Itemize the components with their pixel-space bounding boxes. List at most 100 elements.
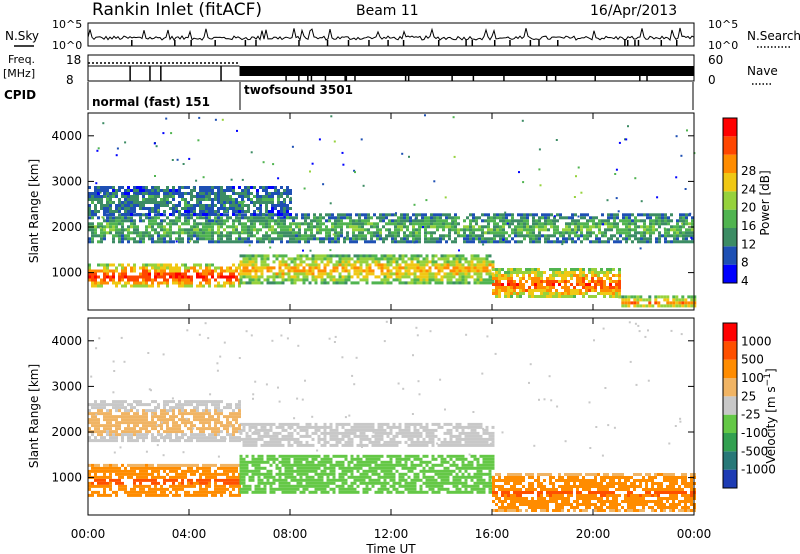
power-cell <box>91 201 94 204</box>
power-cell <box>666 298 670 302</box>
velocity-cell <box>362 487 366 491</box>
velocity-cell <box>278 466 282 470</box>
power-cell <box>472 228 475 232</box>
power-cell <box>172 189 175 192</box>
power-cell <box>523 237 526 241</box>
power-cell <box>504 286 507 289</box>
power-cell <box>452 275 456 279</box>
power-cell <box>100 195 103 198</box>
power-cell <box>332 278 336 282</box>
velocity-cell <box>389 469 393 473</box>
power-cell <box>609 295 612 298</box>
power-cell <box>211 272 214 276</box>
velocity-cell <box>401 472 405 476</box>
velocity-cell <box>431 478 435 482</box>
power-cell <box>148 219 151 223</box>
power-cell <box>392 278 396 282</box>
power-cell <box>329 257 333 261</box>
power-cell <box>517 213 520 217</box>
power-cell <box>493 228 496 232</box>
power-cell <box>505 240 508 244</box>
power-cell <box>271 228 274 232</box>
velocity-cell <box>413 478 417 482</box>
velocity-cell <box>163 490 166 494</box>
power-cell <box>284 272 288 276</box>
power-cell <box>580 240 583 244</box>
power-cell <box>163 201 166 204</box>
velocity-cell <box>178 472 181 476</box>
power-cell <box>685 213 688 217</box>
power-cell <box>479 263 483 267</box>
power-cell <box>490 237 493 241</box>
power-cell <box>513 286 516 289</box>
power-cell <box>479 272 483 276</box>
power-cell <box>546 280 549 283</box>
velocity-cell <box>184 484 187 488</box>
power-cell <box>175 263 178 267</box>
velocity-cell <box>136 472 139 476</box>
power-cell <box>139 204 142 207</box>
power-cell <box>416 266 420 270</box>
power-cell <box>130 216 133 220</box>
power-cell <box>392 266 396 270</box>
power-cell <box>535 240 538 244</box>
colorbar-swatch <box>723 191 737 210</box>
velocity-cell <box>148 466 151 470</box>
velocity-cell <box>353 457 357 461</box>
velocity-cell <box>305 484 309 488</box>
power-cell <box>284 266 288 270</box>
power-cell <box>335 254 339 258</box>
power-cell <box>580 225 583 229</box>
power-cell <box>121 272 124 276</box>
power-cell <box>615 286 618 289</box>
power-cell <box>361 234 364 238</box>
power-cell <box>148 189 151 192</box>
power-cell <box>508 219 511 223</box>
velocity-cell <box>519 491 522 494</box>
power-cell <box>277 219 280 223</box>
power-cell <box>618 286 621 289</box>
power-cell <box>482 260 486 264</box>
velocity-cell <box>239 481 243 485</box>
velocity-cell <box>479 475 483 479</box>
velocity-cell <box>374 472 378 476</box>
velocity-cell <box>510 500 513 503</box>
velocity-cell <box>202 469 205 473</box>
power-cell-sparse <box>506 222 509 225</box>
velocity-cell <box>311 484 315 488</box>
power-cell <box>100 263 103 267</box>
power-cell <box>154 213 157 217</box>
power-cell <box>622 216 625 220</box>
power-cell <box>346 216 349 220</box>
power-cell <box>586 213 589 217</box>
power-cell <box>577 219 580 223</box>
power-cell <box>343 213 346 217</box>
power-cell <box>487 240 490 244</box>
power-cell <box>251 257 255 261</box>
power-cell <box>163 204 166 207</box>
power-cell <box>109 231 112 235</box>
colorbar-swatch <box>723 154 737 173</box>
power-cell <box>238 207 241 210</box>
power-cell <box>307 237 310 241</box>
velocity-cell <box>452 490 456 494</box>
power-cell <box>488 260 492 264</box>
power-cell <box>501 274 504 277</box>
power-cell <box>341 275 345 279</box>
velocity-cell <box>350 484 354 488</box>
velocity-cell <box>519 509 522 512</box>
power-cell <box>283 210 286 213</box>
velocity-cell <box>458 478 462 482</box>
power-cell <box>676 228 679 232</box>
velocity-cell <box>488 484 492 488</box>
velocity-cell <box>145 484 148 488</box>
power-cell <box>398 254 402 258</box>
velocity-cell <box>443 466 447 470</box>
power-cell <box>492 277 495 280</box>
velocity-cell <box>510 488 513 491</box>
power-cell <box>407 275 411 279</box>
power-cell <box>535 234 538 238</box>
power-cell <box>511 222 514 226</box>
power-cell <box>461 275 465 279</box>
power-cell <box>172 269 175 273</box>
